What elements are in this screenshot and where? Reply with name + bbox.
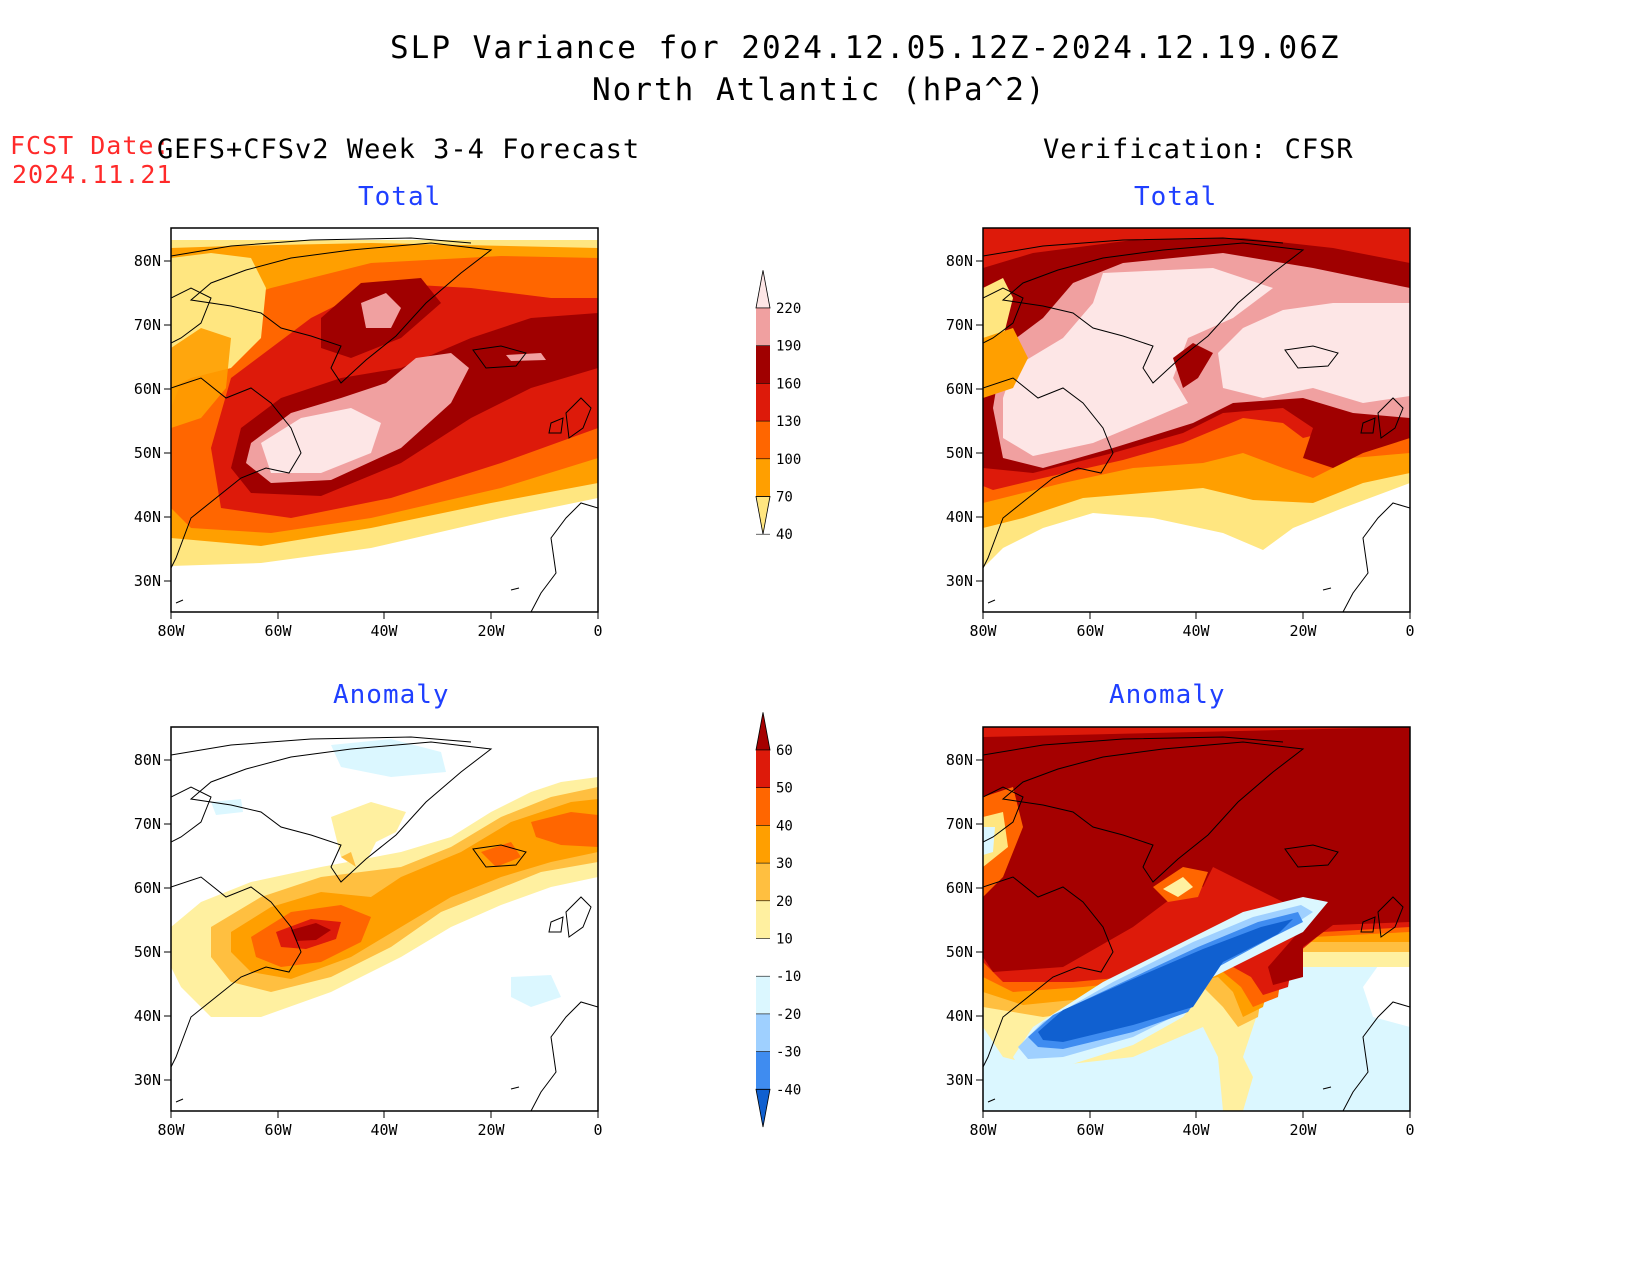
verification-total-title: Total <box>1134 182 1218 212</box>
forecast-total-axes: 80N 70N 60N 50N 40N 30N 80W 60W 40W 20W 0 <box>134 252 603 640</box>
colorbar-segment <box>756 787 770 826</box>
verification-anomaly-map: 80N 70N 60N 50N 40N 30N 80W 60W 40W 20W 0 <box>946 726 1415 1139</box>
lat-tick-label: 80N <box>134 751 161 769</box>
lat-tick-label: 40N <box>946 1007 973 1025</box>
colorbar-segment <box>756 1051 770 1090</box>
lat-tick-label: 30N <box>946 572 973 590</box>
lon-tick-label: 60W <box>264 1121 292 1139</box>
forecast-total-map: 80N 70N 60N 50N 40N 30N 80W 60W 40W 20W 0 <box>134 227 603 640</box>
verification-total-axes: 80N 70N 60N 50N 40N 30N 80W 60W 40W 20W 0 <box>946 252 1415 640</box>
lat-tick-label: 30N <box>134 572 161 590</box>
forecast-anomaly-axes: 80N 70N 60N 50N 40N 30N 80W 60W 40W 20W 0 <box>134 751 603 1139</box>
lat-tick-label: 80N <box>134 252 161 270</box>
colorbar-label: 40 <box>776 527 793 543</box>
colorbar-arrow-bottom <box>755 496 771 535</box>
forecast-anomaly-title: Anomaly <box>333 680 450 710</box>
lat-tick-label: 40N <box>946 508 973 526</box>
lon-tick-label: 0 <box>593 622 602 640</box>
lat-tick-label: 70N <box>946 316 973 334</box>
lon-tick-label: 60W <box>1076 622 1104 640</box>
title-line-1: SLP Variance for 2024.12.05.12Z-2024.12.… <box>390 30 1341 66</box>
colorbar-segment <box>756 383 770 422</box>
colorbar-arrow-bottom <box>755 1088 771 1128</box>
colorbar-label: 60 <box>776 743 793 759</box>
lat-tick-label: 80N <box>946 751 973 769</box>
lon-tick-label: 80W <box>969 1121 997 1139</box>
lat-tick-label: 70N <box>134 815 161 833</box>
lat-tick-label: 40N <box>134 1007 161 1025</box>
lat-tick-label: 70N <box>946 815 973 833</box>
colorbar-label: 100 <box>776 452 801 468</box>
colorbar-arrow-top <box>755 270 771 309</box>
verification-total-map: 80N 70N 60N 50N 40N 30N 80W 60W 40W 20W 0 <box>946 227 1415 640</box>
lat-tick-label: 50N <box>134 444 161 462</box>
colorbar-label: 220 <box>776 301 801 317</box>
colorbar-label: 190 <box>776 339 801 355</box>
verification-anomaly-axes: 80N 70N 60N 50N 40N 30N 80W 60W 40W 20W 0 <box>946 751 1415 1139</box>
colorbar-segment <box>756 458 770 497</box>
fcst-date-label: FCST Date: <box>10 131 171 160</box>
colorbar-label: 70 <box>776 490 793 506</box>
lon-tick-label: 0 <box>593 1121 602 1139</box>
lat-tick-label: 30N <box>946 1071 973 1089</box>
lat-tick-label: 60N <box>134 879 161 897</box>
colorbar-segment <box>756 863 770 901</box>
anomaly-colorbar: 60 50 40 30 20 10 -10 -20 -30 -40 <box>755 712 801 1128</box>
colorbar-label: -40 <box>776 1082 801 1098</box>
colorbar-label: -10 <box>776 969 801 985</box>
total-colorbar: 220 190 160 130 100 70 40 <box>755 270 801 543</box>
lon-tick-label: 0 <box>1405 1121 1414 1139</box>
lon-tick-label: 80W <box>157 1121 185 1139</box>
lon-tick-label: 20W <box>477 622 505 640</box>
title-line-2: North Atlantic (hPa^2) <box>592 72 1047 108</box>
lon-tick-label: 20W <box>1289 622 1317 640</box>
lat-tick-label: 40N <box>134 508 161 526</box>
lon-tick-label: 40W <box>1182 1121 1210 1139</box>
lon-tick-label: 20W <box>1289 1121 1317 1139</box>
forecast-anomaly-map: 80N 70N 60N 50N 40N 30N 80W 60W 40W 20W 0 <box>134 726 603 1139</box>
colorbar-label: 20 <box>776 894 793 910</box>
colorbar-segment <box>756 938 770 977</box>
lat-tick-label: 80N <box>946 252 973 270</box>
colorbar-label: 30 <box>776 856 793 872</box>
lat-tick-label: 70N <box>134 316 161 334</box>
lon-tick-label: 20W <box>477 1121 505 1139</box>
lon-tick-label: 0 <box>1405 622 1414 640</box>
forecast-total-title: Total <box>358 182 442 212</box>
colorbar-label: -20 <box>776 1007 801 1023</box>
colorbar-label: 40 <box>776 818 793 834</box>
lon-tick-label: 40W <box>370 1121 398 1139</box>
lat-tick-label: 60N <box>946 380 973 398</box>
lat-tick-label: 50N <box>946 444 973 462</box>
lon-tick-label: 40W <box>370 622 398 640</box>
lat-tick-label: 30N <box>134 1071 161 1089</box>
colorbar-segment <box>756 900 770 939</box>
lon-tick-label: 60W <box>264 622 292 640</box>
verification-header: Verification: CFSR <box>1043 134 1354 165</box>
colorbar-label: 10 <box>776 932 793 948</box>
lon-tick-label: 60W <box>1076 1121 1104 1139</box>
forecast-header: GEFS+CFSv2 Week 3-4 Forecast <box>157 134 641 165</box>
colorbar-label: -30 <box>776 1045 801 1061</box>
colorbar-label: 130 <box>776 414 801 430</box>
colorbar-segment <box>756 308 770 346</box>
colorbar-segment <box>756 1013 770 1052</box>
lon-tick-label: 80W <box>157 622 185 640</box>
colorbar-label: 50 <box>776 781 793 797</box>
colorbar-segment <box>756 750 770 788</box>
lon-tick-label: 40W <box>1182 622 1210 640</box>
lat-tick-label: 60N <box>134 380 161 398</box>
lat-tick-label: 50N <box>134 943 161 961</box>
lat-tick-label: 60N <box>946 879 973 897</box>
fcst-date-value: 2024.11.21 <box>12 160 173 189</box>
colorbar-segment <box>756 976 770 1014</box>
colorbar-segment <box>756 345 770 384</box>
lat-tick-label: 50N <box>946 943 973 961</box>
colorbar-segment <box>756 421 770 459</box>
colorbar-label: 160 <box>776 376 801 392</box>
colorbar-arrow-top <box>755 712 771 751</box>
lon-tick-label: 80W <box>969 622 997 640</box>
colorbar-segment <box>756 825 770 864</box>
verification-anomaly-title: Anomaly <box>1109 680 1226 710</box>
